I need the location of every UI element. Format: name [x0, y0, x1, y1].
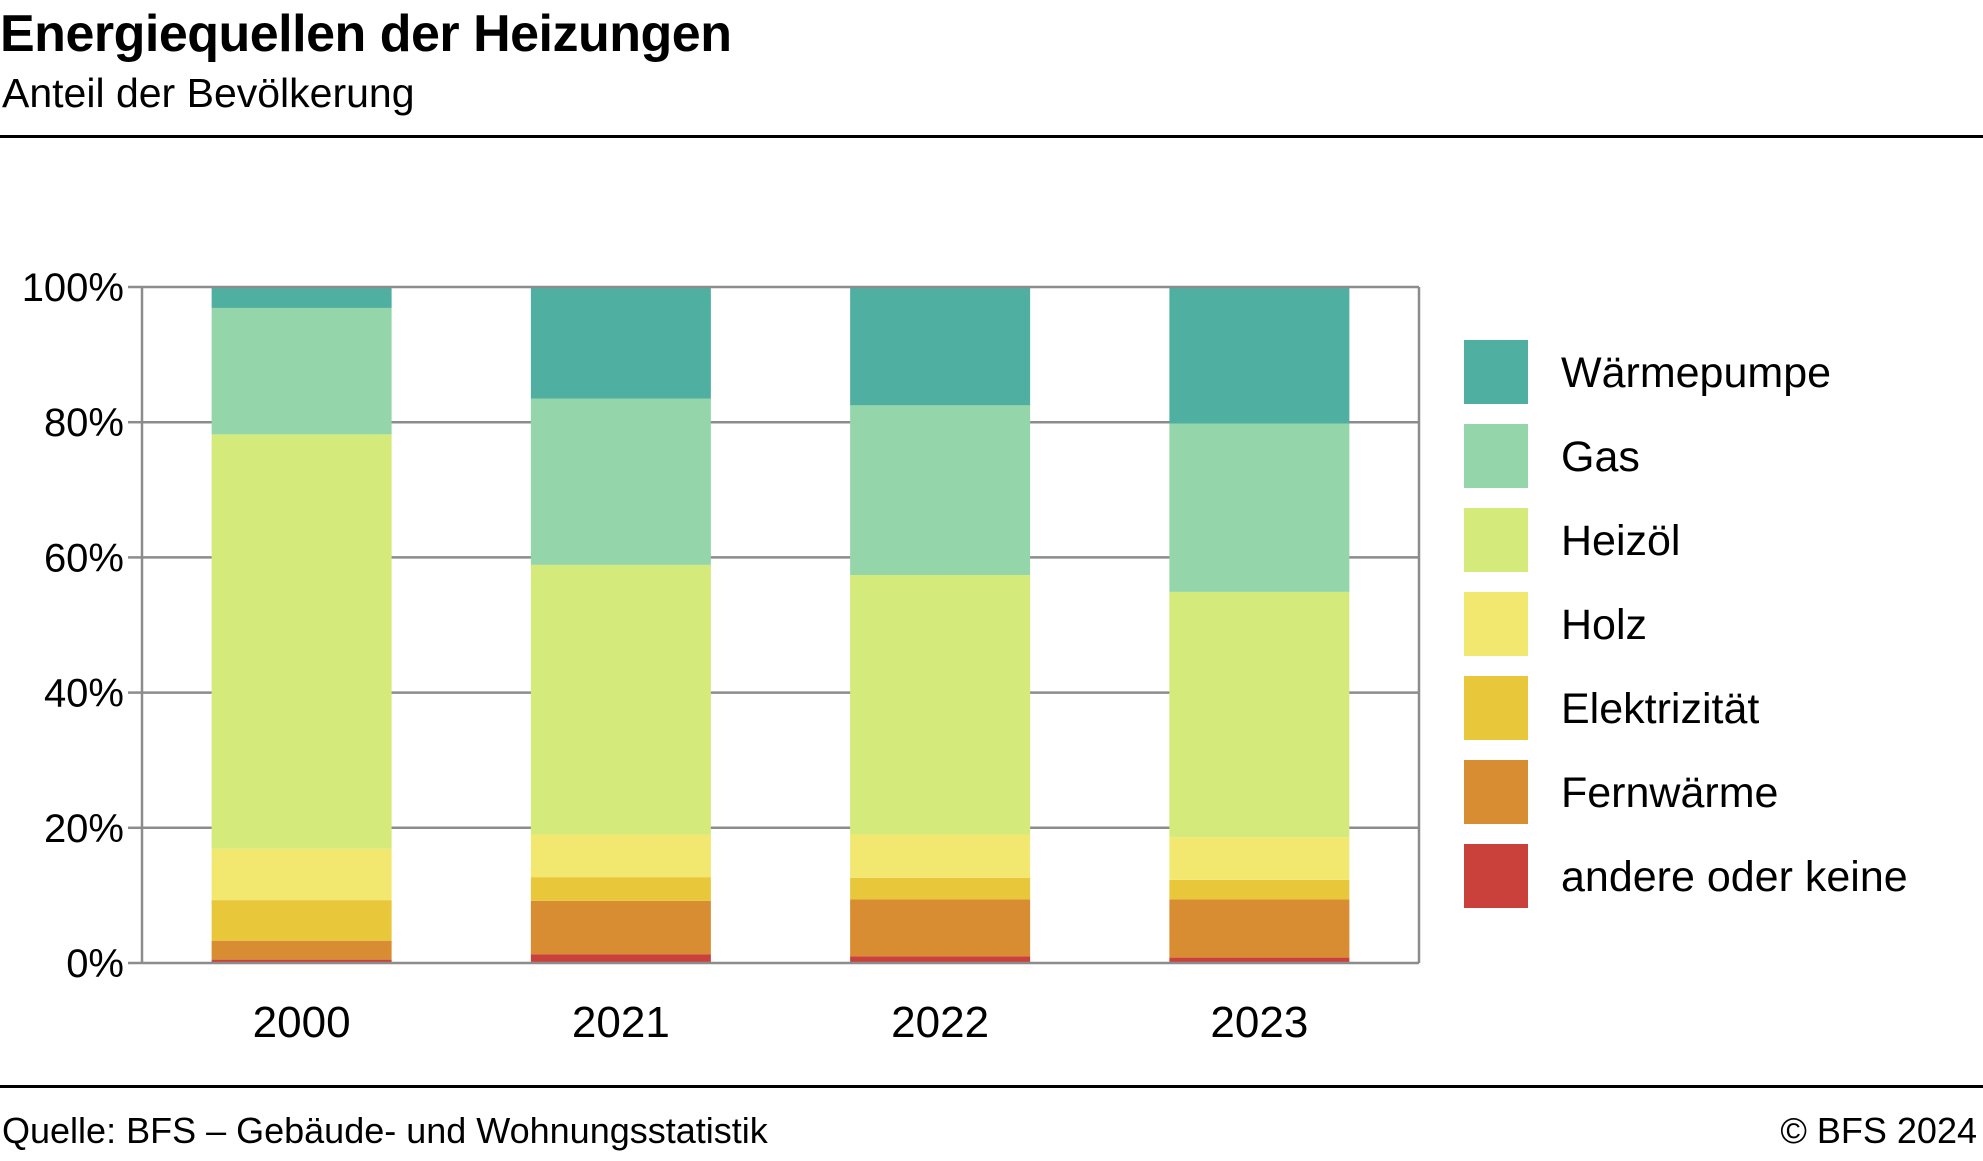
- x-tick-label: 2023: [1210, 998, 1308, 1047]
- legend-swatch: [1464, 424, 1528, 488]
- bar-segment: [530, 564, 711, 835]
- bar-segment: [211, 287, 392, 308]
- legend-swatch: [1464, 676, 1528, 740]
- x-tick-label: 2000: [253, 998, 351, 1047]
- header-divider: [0, 135, 1983, 138]
- bar-segment: [1169, 287, 1350, 424]
- bar-segment: [850, 574, 1031, 835]
- footer-divider: [0, 1085, 1983, 1088]
- legend-swatch: [1464, 340, 1528, 404]
- bar-segment: [211, 848, 392, 901]
- bar-segment: [211, 959, 392, 963]
- chart-subtitle: Anteil der Bevölkerung: [2, 70, 415, 116]
- copyright-note: © BFS 2024: [1780, 1110, 1977, 1151]
- bar-segment: [530, 398, 711, 565]
- bar-segment: [211, 940, 392, 960]
- y-tick-label: 0%: [66, 942, 124, 986]
- legend-swatch: [1464, 508, 1528, 572]
- bar-segment: [850, 405, 1031, 575]
- y-tick-label: 60%: [44, 536, 124, 580]
- bar-segment: [530, 954, 711, 963]
- bar-segment: [1169, 837, 1350, 880]
- y-tick-label: 80%: [44, 401, 124, 445]
- legend-label: Fernwärme: [1561, 769, 1778, 817]
- bar-segment: [1169, 591, 1350, 838]
- legend-label: Elektrizität: [1561, 685, 1759, 733]
- legend-label: andere oder keine: [1561, 853, 1908, 901]
- bar-segment: [850, 287, 1031, 406]
- legend-label: Wärmepumpe: [1561, 349, 1831, 397]
- bar-segment: [530, 287, 711, 399]
- legend-label: Heizöl: [1561, 517, 1681, 565]
- bar-segment: [211, 900, 392, 941]
- bar-segment: [211, 434, 392, 849]
- y-tick-label: 40%: [44, 672, 124, 716]
- bar-segment: [530, 877, 711, 901]
- y-tick-label: 20%: [44, 807, 124, 851]
- bar-segment: [211, 307, 392, 435]
- legend-swatch: [1464, 760, 1528, 824]
- bar-segment: [1169, 957, 1350, 963]
- bar-segment: [1169, 879, 1350, 900]
- legend-swatch: [1464, 844, 1528, 908]
- legend-swatch: [1464, 592, 1528, 656]
- bar-segment: [850, 834, 1031, 878]
- legend-label: Holz: [1561, 601, 1647, 649]
- bar-segment: [1169, 899, 1350, 958]
- bar-segment: [1169, 423, 1350, 592]
- bar-segment: [530, 834, 711, 878]
- bar-segment: [530, 900, 711, 955]
- legend-label: Gas: [1561, 433, 1640, 481]
- x-tick-label: 2022: [891, 998, 989, 1047]
- bar-segment: [850, 956, 1031, 963]
- x-tick-label: 2021: [572, 998, 670, 1047]
- bar-segment: [850, 877, 1031, 900]
- bar-segment: [850, 899, 1031, 957]
- source-note: Quelle: BFS – Gebäude- und Wohnungsstati…: [2, 1110, 768, 1151]
- chart-title: Energiequellen der Heizungen: [0, 5, 732, 63]
- y-tick-label: 100%: [22, 266, 124, 310]
